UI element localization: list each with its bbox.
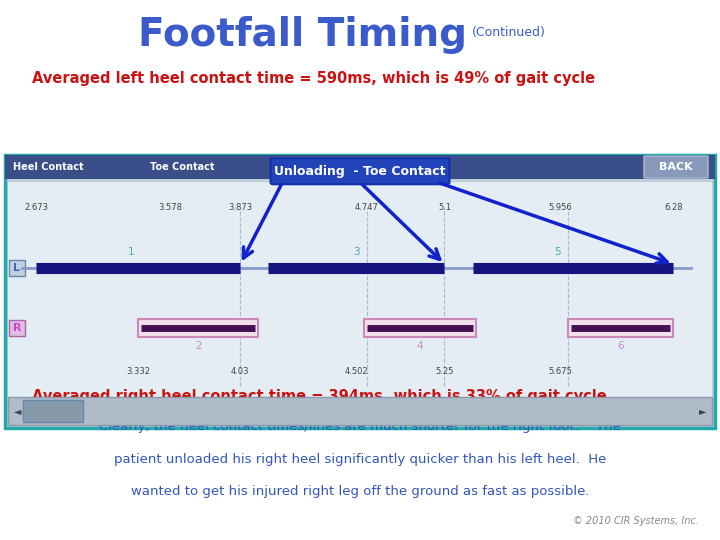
Text: BACK: BACK xyxy=(660,162,693,172)
Text: 4: 4 xyxy=(417,341,423,351)
Bar xyxy=(567,319,673,337)
Bar xyxy=(23,400,83,422)
Text: 6.28: 6.28 xyxy=(664,204,683,213)
Text: 5: 5 xyxy=(554,247,560,257)
Text: 4.03: 4.03 xyxy=(231,367,250,376)
Text: R: R xyxy=(13,323,22,333)
Text: Unloading  - Toe Contact: Unloading - Toe Contact xyxy=(274,165,446,178)
Text: L: L xyxy=(14,263,20,273)
Text: patient unloaded his right heel significantly quicker than his left heel.  He: patient unloaded his right heel signific… xyxy=(114,453,606,465)
Bar xyxy=(8,182,712,397)
Bar xyxy=(5,155,715,179)
Text: Heel Contact: Heel Contact xyxy=(13,162,84,172)
Bar xyxy=(9,320,25,336)
Text: 1: 1 xyxy=(128,247,135,257)
Text: 6: 6 xyxy=(617,341,624,351)
Text: 5.1: 5.1 xyxy=(438,204,451,213)
Text: 5.25: 5.25 xyxy=(436,367,454,376)
Text: (Continued): (Continued) xyxy=(472,26,546,39)
Text: 4.747: 4.747 xyxy=(355,204,379,213)
Bar xyxy=(9,260,25,276)
Text: 3.332: 3.332 xyxy=(126,367,150,376)
Bar xyxy=(138,319,258,337)
Text: wanted to get his injured right leg off the ground as fast as possible.: wanted to get his injured right leg off … xyxy=(131,485,589,498)
Bar xyxy=(364,319,476,337)
Bar xyxy=(5,155,715,428)
Text: 3.873: 3.873 xyxy=(228,204,253,213)
Text: © 2010 CIR Systems, Inc.: © 2010 CIR Systems, Inc. xyxy=(572,516,698,526)
Text: 3.578: 3.578 xyxy=(158,204,182,213)
Text: ◄: ◄ xyxy=(14,406,22,416)
Text: ►: ► xyxy=(698,406,706,416)
Text: 2: 2 xyxy=(195,341,202,351)
Text: Averaged right heel contact time = 394ms, which is 33% of gait cycle: Averaged right heel contact time = 394ms… xyxy=(32,389,607,404)
FancyBboxPatch shape xyxy=(644,156,708,178)
Text: Averaged left heel contact time = 590ms, which is 49% of gait cycle: Averaged left heel contact time = 590ms,… xyxy=(32,71,595,86)
Text: 5.675: 5.675 xyxy=(549,367,572,376)
Text: 5.956: 5.956 xyxy=(549,204,572,213)
Text: Toe Contact: Toe Contact xyxy=(150,162,215,172)
Text: 2.673: 2.673 xyxy=(24,204,48,213)
Text: 3: 3 xyxy=(354,247,360,257)
Text: 4.502: 4.502 xyxy=(345,367,369,376)
Bar xyxy=(8,397,712,425)
Text: Loading - Heel Contact: Loading - Heel Contact xyxy=(297,406,423,416)
Text: Temporal Parameters: Temporal Parameters xyxy=(293,162,427,172)
FancyBboxPatch shape xyxy=(271,158,449,184)
Text: Footfall Timing: Footfall Timing xyxy=(138,16,467,54)
Text: Clearly, the heel contact times/lines are much shorter for the right foot.    Th: Clearly, the heel contact times/lines ar… xyxy=(99,420,621,433)
